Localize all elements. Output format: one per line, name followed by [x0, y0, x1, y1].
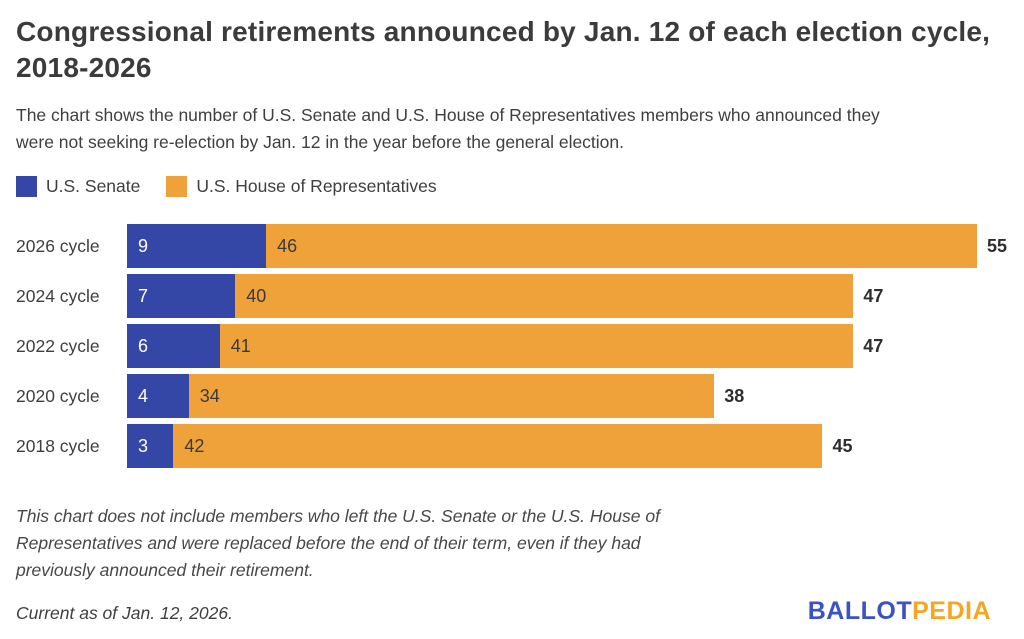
chart-subtitle: The chart shows the number of U.S. Senat… [16, 102, 1008, 156]
ballotpedia-logo: BALLOTPEDIA [808, 598, 991, 624]
footnote-line-3: previously announced their retirement. [16, 560, 314, 580]
chart-rows: 2026 cycle 9 46 55 2024 cycle 7 40 47 2022 cycle… [16, 221, 1008, 471]
category-label: 2018 cycle [16, 435, 100, 456]
senate-value-label: 6 [138, 335, 149, 356]
subtitle-line-1: The chart shows the number of U.S. Senat… [16, 105, 880, 125]
logo-pedia-text: PEDIA [912, 597, 991, 625]
house-value-label: 46 [277, 235, 298, 256]
legend: U.S. Senate U.S. House of Representative… [16, 176, 1008, 197]
senate-bar-segment: 9 [127, 224, 267, 268]
title-line-2: 2018-2026 [16, 52, 152, 83]
house-bar-segment: 34 [188, 374, 715, 418]
footer-row: Current as of Jan. 12, 2026. BALLOTPEDIA [16, 598, 1008, 624]
legend-label-house: U.S. House of Representatives [196, 176, 437, 196]
bar-track: 4 34 38 [127, 374, 744, 418]
category-label: 2020 cycle [16, 385, 100, 406]
house-value-label: 34 [199, 385, 220, 406]
house-bar-segment: 40 [235, 274, 854, 318]
chart-row: 2024 cycle 7 40 47 [16, 271, 1008, 321]
bar-track: 6 41 47 [127, 324, 883, 368]
chart-row: 2020 cycle 4 34 38 [16, 371, 1008, 421]
house-value-label: 42 [184, 435, 205, 456]
total-value-label: 55 [986, 235, 1008, 256]
subtitle-line-2: were not seeking re-election by Jan. 12 … [16, 132, 625, 152]
senate-value-label: 7 [138, 285, 149, 306]
legend-item-house: U.S. House of Representatives [166, 176, 437, 197]
legend-label-senate: U.S. Senate [46, 176, 141, 196]
senate-bar-segment: 4 [127, 374, 189, 418]
house-value-label: 41 [230, 335, 251, 356]
total-value-label: 38 [724, 385, 745, 406]
chart-row: 2018 cycle 3 42 45 [16, 421, 1008, 471]
house-bar-segment: 42 [173, 424, 823, 468]
footnote-line-1: This chart does not include members who … [16, 506, 660, 526]
legend-swatch-house [166, 176, 188, 197]
legend-item-senate: U.S. Senate [16, 176, 140, 197]
bar-track: 9 46 55 [127, 224, 1007, 268]
category-label: 2024 cycle [16, 285, 100, 306]
legend-swatch-senate [16, 176, 37, 197]
logo-ballot-text: BALLOT [807, 597, 913, 625]
total-value-label: 47 [863, 285, 884, 306]
total-value-label: 45 [832, 435, 853, 456]
bar-track: 3 42 45 [127, 424, 853, 468]
senate-value-label: 4 [138, 385, 149, 406]
house-bar-segment: 46 [266, 224, 977, 268]
house-value-label: 40 [246, 285, 267, 306]
senate-bar-segment: 7 [127, 274, 236, 318]
footnote-line-2: Representatives and were replaced before… [16, 533, 641, 553]
category-label: 2026 cycle [16, 235, 100, 256]
title-line-1: Congressional retirements announced by J… [16, 16, 991, 47]
total-value-label: 47 [863, 335, 884, 356]
current-as-of-text: Current as of Jan. 12, 2026. [16, 603, 233, 623]
chart-row: 2022 cycle 6 41 47 [16, 321, 1008, 371]
senate-value-label: 9 [138, 235, 149, 256]
bar-track: 7 40 47 [127, 274, 883, 318]
chart-footnote: This chart does not include members who … [16, 503, 1008, 584]
chart-row: 2026 cycle 9 46 55 [16, 221, 1008, 271]
category-label: 2022 cycle [16, 335, 100, 356]
senate-bar-segment: 6 [127, 324, 220, 368]
page-title: Congressional retirements announced by J… [16, 14, 1008, 86]
house-bar-segment: 41 [219, 324, 854, 368]
senate-bar-segment: 3 [127, 424, 174, 468]
senate-value-label: 3 [138, 435, 149, 456]
